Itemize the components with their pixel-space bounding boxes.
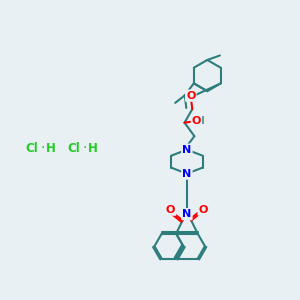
Text: O: O bbox=[192, 116, 201, 126]
Text: Cl: Cl bbox=[25, 142, 38, 155]
Text: ·: · bbox=[40, 142, 45, 155]
Text: ·: · bbox=[82, 142, 87, 155]
Text: N: N bbox=[182, 209, 191, 219]
Text: O: O bbox=[199, 205, 208, 215]
Text: N: N bbox=[182, 169, 191, 179]
Text: O: O bbox=[166, 205, 175, 215]
Text: N: N bbox=[182, 145, 191, 155]
Text: Cl: Cl bbox=[67, 142, 80, 155]
Text: H: H bbox=[46, 142, 56, 155]
Text: H: H bbox=[88, 142, 98, 155]
Text: H: H bbox=[196, 116, 205, 126]
Text: O: O bbox=[186, 91, 196, 101]
